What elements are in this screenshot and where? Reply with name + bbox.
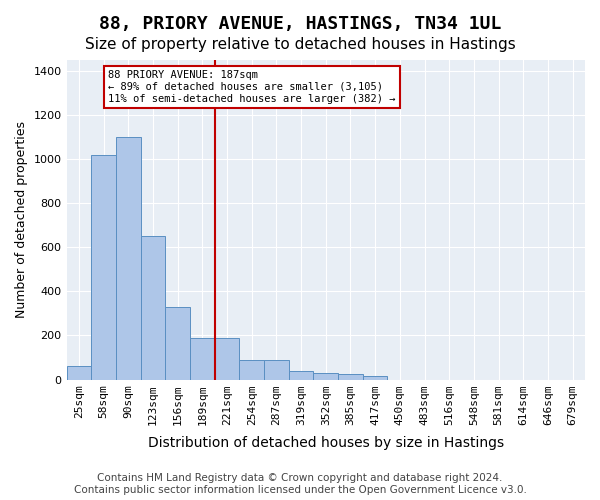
Bar: [91, 155, 116, 380]
Bar: [363, 376, 388, 380]
Text: Contains HM Land Registry data © Crown copyright and database right 2024.
Contai: Contains HM Land Registry data © Crown c…: [74, 474, 526, 495]
Bar: [289, 370, 313, 380]
Text: 88 PRIORY AVENUE: 187sqm
← 89% of detached houses are smaller (3,105)
11% of sem: 88 PRIORY AVENUE: 187sqm ← 89% of detach…: [108, 70, 395, 104]
Text: Size of property relative to detached houses in Hastings: Size of property relative to detached ho…: [85, 38, 515, 52]
Bar: [239, 360, 264, 380]
Bar: [264, 360, 289, 380]
Text: 88, PRIORY AVENUE, HASTINGS, TN34 1UL: 88, PRIORY AVENUE, HASTINGS, TN34 1UL: [99, 15, 501, 33]
Bar: [165, 307, 190, 380]
Y-axis label: Number of detached properties: Number of detached properties: [15, 122, 28, 318]
Bar: [67, 366, 91, 380]
Bar: [313, 374, 338, 380]
Bar: [116, 137, 140, 380]
Bar: [190, 338, 215, 380]
Bar: [338, 374, 363, 380]
Bar: [215, 338, 239, 380]
X-axis label: Distribution of detached houses by size in Hastings: Distribution of detached houses by size …: [148, 436, 504, 450]
Bar: [140, 236, 165, 380]
